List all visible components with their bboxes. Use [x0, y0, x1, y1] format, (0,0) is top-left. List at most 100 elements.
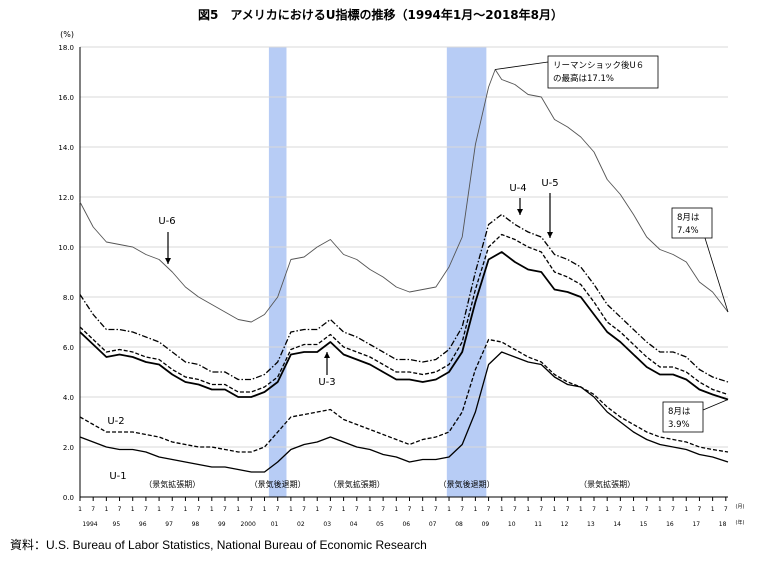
- year-tick-label: 10: [508, 521, 516, 528]
- month-tick-label: 1: [421, 506, 425, 513]
- month-tick-label: 1: [184, 506, 188, 513]
- y-axis-label: (%): [60, 30, 74, 39]
- month-tick-label: 1: [236, 506, 240, 513]
- month-tick-label: 7: [223, 506, 227, 513]
- year-tick-label: 1994: [82, 521, 97, 528]
- callout-text: リーマンショック後U６: [553, 60, 644, 71]
- recession-band: [446, 47, 487, 497]
- year-tick-label: 02: [297, 521, 305, 528]
- callout-box: [547, 55, 659, 89]
- year-tick-label: 07: [429, 521, 437, 528]
- month-tick-label: 7: [724, 506, 728, 513]
- month-tick-label: 1: [368, 506, 372, 513]
- month-tick-label: 7: [645, 506, 649, 513]
- year-tick-label: 95: [113, 521, 121, 528]
- month-tick-label: 7: [118, 506, 122, 513]
- month-tick-label: 1: [157, 506, 161, 513]
- month-tick-label: 1: [526, 506, 530, 513]
- year-tick-label: 06: [402, 521, 410, 528]
- year-tick-label: 14: [613, 521, 621, 528]
- month-tick-label: 7: [197, 506, 201, 513]
- callout-text: 8月は: [677, 213, 700, 223]
- phase-label: （景気拡張期）: [329, 479, 385, 489]
- month-tick-label: 7: [434, 506, 438, 513]
- series-label: U-3: [318, 377, 335, 388]
- year-tick-label: 96: [139, 521, 147, 528]
- month-tick-label: 1: [394, 506, 398, 513]
- year-tick-label: 12: [561, 521, 569, 528]
- year-tick-label: 01: [271, 521, 279, 528]
- year-tick-label: 03: [323, 521, 331, 528]
- year-tick-label: 04: [350, 521, 358, 528]
- year-tick-label: 17: [692, 521, 700, 528]
- month-tick-label: 1: [605, 506, 609, 513]
- series-label: U-2: [107, 416, 124, 427]
- month-tick-label: 7: [698, 506, 702, 513]
- series-label: U-1: [109, 471, 126, 482]
- x-unit-year: (年): [736, 519, 745, 526]
- month-tick-label: 7: [170, 506, 174, 513]
- year-tick-label: 98: [192, 521, 200, 528]
- series-arrow-head: [324, 352, 330, 358]
- year-tick-label: 15: [640, 521, 648, 528]
- y-tick-label: 4.0: [63, 394, 74, 402]
- year-tick-label: 97: [165, 521, 173, 528]
- month-tick-label: 1: [579, 506, 583, 513]
- y-tick-label: 14.0: [58, 144, 74, 152]
- year-tick-label: 05: [376, 521, 384, 528]
- y-tick-label: 12.0: [58, 194, 74, 202]
- month-tick-label: 1: [289, 506, 293, 513]
- phase-label: （景気拡張期）: [579, 479, 635, 489]
- series-arrow-head: [165, 258, 171, 264]
- series-line-u-5: [79, 213, 729, 383]
- year-tick-label: 16: [666, 521, 674, 528]
- year-tick-label: 08: [455, 521, 463, 528]
- series-line-u-6: [79, 69, 729, 323]
- series-line-u-1: [79, 351, 729, 473]
- month-tick-label: 1: [632, 506, 636, 513]
- series-line-u-2: [79, 338, 729, 453]
- month-tick-label: 1: [342, 506, 346, 513]
- year-tick-label: 11: [534, 521, 542, 528]
- month-tick-label: 1: [658, 506, 662, 513]
- source-note: 資料：U.S. Bureau of Labor Statistics, Nati…: [10, 538, 427, 552]
- month-tick-label: 7: [513, 506, 517, 513]
- month-tick-label: 7: [249, 506, 253, 513]
- month-tick-label: 7: [671, 506, 675, 513]
- month-tick-label: 7: [302, 506, 306, 513]
- x-unit-month: (月): [736, 504, 745, 510]
- series-line-u-4: [79, 233, 729, 396]
- recession-band: [268, 47, 287, 497]
- y-tick-label: 0.0: [63, 494, 74, 502]
- y-tick-label: 6.0: [63, 344, 74, 352]
- month-tick-label: 7: [487, 506, 491, 513]
- month-tick-label: 7: [618, 506, 622, 513]
- series-line-u-3: [79, 251, 729, 401]
- month-tick-label: 1: [684, 506, 688, 513]
- series-arrow-head: [517, 209, 523, 215]
- month-tick-label: 7: [328, 506, 332, 513]
- month-tick-label: 1: [315, 506, 319, 513]
- month-tick-label: 1: [447, 506, 451, 513]
- series-arrow-head: [547, 232, 553, 238]
- month-tick-label: 1: [210, 506, 214, 513]
- phase-label: （景気後退期）: [439, 479, 495, 489]
- year-tick-label: 18: [719, 521, 727, 528]
- y-tick-label: 2.0: [63, 444, 74, 452]
- year-tick-label: 09: [482, 521, 490, 528]
- callout-leader: [495, 61, 549, 70]
- y-tick-label: 18.0: [58, 44, 74, 52]
- month-tick-label: 7: [460, 506, 464, 513]
- month-tick-label: 7: [91, 506, 95, 513]
- y-tick-label: 10.0: [58, 244, 74, 252]
- series-label: U-5: [541, 178, 558, 189]
- month-tick-label: 1: [500, 506, 504, 513]
- month-tick-label: 7: [381, 506, 385, 513]
- year-tick-label: 99: [218, 521, 226, 528]
- y-tick-label: 16.0: [58, 94, 74, 102]
- month-tick-label: 7: [408, 506, 412, 513]
- month-tick-label: 1: [473, 506, 477, 513]
- callout-text: 7.4%: [677, 226, 699, 236]
